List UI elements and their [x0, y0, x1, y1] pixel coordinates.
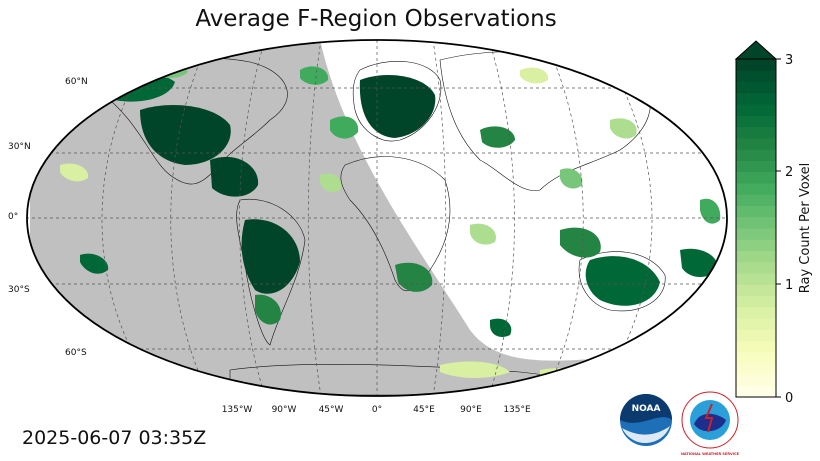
colorbar-band: [736, 340, 776, 353]
colorbar-band: [736, 137, 776, 150]
noaa-logo-text: NOAA: [632, 404, 661, 414]
south-america-outline: [236, 198, 306, 346]
colorbar-band: [736, 149, 776, 161]
colorbar-band: [736, 273, 776, 285]
lon-label-0: 0°: [372, 405, 382, 415]
colorbar-band: [736, 295, 776, 308]
colorbar-tick-3: 3: [785, 53, 793, 68]
colorbar-band: [736, 104, 776, 116]
colorbar-band: [736, 205, 776, 218]
lon-label-45e: 45°E: [413, 405, 435, 415]
colorbar-label: Ray Count Per Voxel: [798, 163, 813, 293]
lon-label-90e: 90°E: [460, 405, 482, 415]
colorbar-band: [736, 228, 776, 240]
map-boundary: [26, 39, 728, 397]
colorbar-band: [736, 126, 776, 139]
colorbar-tick-0: 0: [785, 391, 793, 406]
colorbar-tick-2: 2: [785, 165, 793, 180]
lon-label-135w: 135°W: [222, 405, 253, 415]
colorbar-band: [736, 70, 776, 83]
nws-logo-text: NATIONAL WEATHER SERVICE: [681, 452, 740, 456]
colorbar-band: [736, 59, 776, 71]
colorbar-band: [736, 318, 776, 330]
colorbar-tick-1: 1: [785, 278, 793, 293]
lon-label-45w: 45°W: [319, 405, 344, 415]
noaa-logo: NOAA: [620, 394, 672, 446]
nws-logo: NATIONAL WEATHER SERVICE: [681, 391, 740, 456]
lat-label-60s: 60°S: [65, 348, 87, 358]
lat-label-30n: 30°N: [8, 142, 31, 152]
colorbar-band: [736, 363, 776, 375]
colorbar-band: [736, 239, 776, 252]
australia-outline: [578, 251, 666, 312]
colorbar-band: [736, 250, 776, 263]
lat-label-0: 0°: [8, 212, 18, 222]
colorbar-band: [736, 160, 776, 173]
colorbar-band: [736, 284, 776, 297]
colorbar-band: [736, 216, 776, 229]
colorbar-band: [736, 81, 776, 94]
lon-label-90w: 90°W: [272, 405, 297, 415]
lat-label-60n: 60°N: [65, 77, 88, 87]
colorbar-band: [736, 374, 776, 387]
colorbar-frame: [735, 58, 777, 398]
colorbar-band: [736, 92, 776, 105]
map-title: Average F-Region Observations: [195, 6, 557, 32]
colorbar-band: [736, 115, 776, 128]
colorbar-band: [736, 194, 776, 206]
lon-label-135e: 135°E: [503, 405, 531, 415]
lat-label-30s: 30°S: [8, 285, 30, 295]
colorbar-band: [736, 351, 776, 364]
europe-outline: [352, 60, 442, 142]
colorbar-band: [736, 182, 776, 195]
colorbar-band: [736, 261, 776, 274]
colorbar-band: [736, 385, 776, 398]
colorbar-band: [736, 306, 776, 319]
colorbar-band: [736, 329, 776, 342]
timestamp: 2025-06-07 03:35Z: [22, 427, 207, 449]
colorbar-band: [736, 171, 776, 184]
